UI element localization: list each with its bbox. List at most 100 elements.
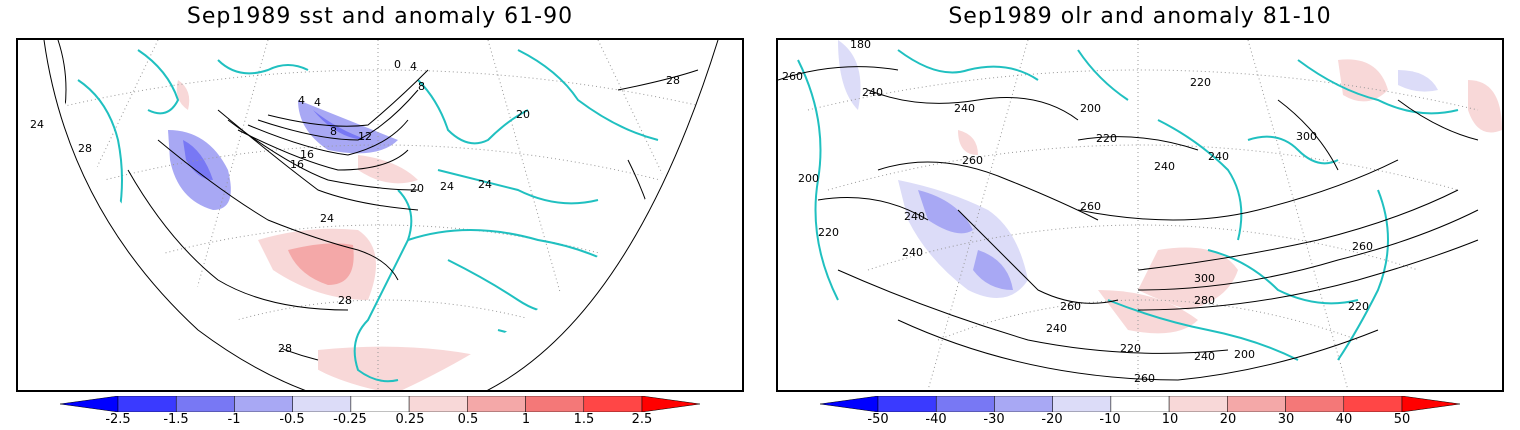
contour-label: 24 bbox=[30, 118, 44, 131]
negative-anomaly-core bbox=[973, 250, 1013, 290]
contour-label: 200 bbox=[798, 172, 819, 185]
contour-label: 220 bbox=[818, 226, 839, 239]
colorbar-extend-high bbox=[641, 396, 700, 412]
contour-label: 12 bbox=[358, 130, 372, 143]
colorbar-sst: -2.5 -1.5 -1 -0.5 -0.25 0.25 0.5 1 1.5 2… bbox=[60, 396, 700, 430]
contour-label: 28 bbox=[338, 294, 352, 307]
contour-label: 240 bbox=[1208, 150, 1229, 163]
positive-anomaly-core bbox=[288, 243, 354, 285]
map-sst: 24 28 0 4 8 12 16 20 24 24 24 4 20 16 28… bbox=[16, 38, 744, 392]
contour-label: 4 bbox=[314, 96, 321, 109]
contour-label: 240 bbox=[1194, 350, 1215, 363]
colorbar-tick: 0.25 bbox=[395, 412, 425, 427]
colorbar-tick: 40 bbox=[1335, 412, 1353, 427]
contour-label: 260 bbox=[962, 154, 983, 167]
colorbar-tick: 50 bbox=[1393, 412, 1411, 427]
contour-label: 28 bbox=[278, 342, 292, 355]
contour-label: 240 bbox=[1154, 160, 1175, 173]
colorbar-swatch bbox=[1343, 396, 1403, 412]
colorbar-swatch bbox=[408, 396, 468, 412]
contour-label: 220 bbox=[1348, 300, 1369, 313]
map-olr: 180 260 240 240 200 220 220 260 240 240 … bbox=[776, 38, 1504, 392]
olr-contour-labels: 180 260 240 240 200 220 220 260 240 240 … bbox=[782, 40, 1373, 385]
colorbar-tick: 10 bbox=[1161, 412, 1179, 427]
colorbar-swatch bbox=[175, 396, 235, 412]
map-sst-drawing: 24 28 0 4 8 12 16 20 24 24 24 4 20 16 28… bbox=[30, 40, 719, 390]
colorbar-tick: -0.25 bbox=[333, 412, 367, 427]
contour-label: 300 bbox=[1296, 130, 1317, 143]
colorbar-swatch bbox=[292, 396, 352, 412]
colorbar-tick: -10 bbox=[1099, 412, 1121, 427]
contour-label: 300 bbox=[1194, 272, 1215, 285]
negative-anomaly-core bbox=[918, 190, 973, 234]
contour-label: 240 bbox=[1046, 322, 1067, 335]
contour-label: 280 bbox=[1194, 294, 1215, 307]
contour-label: 28 bbox=[666, 74, 680, 87]
colorbar-tick: 20 bbox=[1219, 412, 1237, 427]
colorbar-swatch bbox=[994, 396, 1053, 412]
contour-label: 200 bbox=[1234, 348, 1255, 361]
colorbar-tick: -1 bbox=[227, 412, 241, 427]
colorbar-olr: -50 -40 -30 -20 -10 10 20 30 40 50 bbox=[820, 396, 1460, 430]
colorbar-tick: -0.5 bbox=[279, 412, 305, 427]
colorbar-swatch bbox=[877, 396, 937, 412]
coastlines bbox=[77, 49, 659, 383]
colorbar-tick: 1.5 bbox=[573, 412, 595, 427]
colorbar-olr-swatches bbox=[820, 396, 1460, 412]
colorbar-sst-swatches bbox=[60, 396, 700, 412]
colorbar-tick: -1.5 bbox=[163, 412, 189, 427]
contour-label: 240 bbox=[902, 246, 923, 259]
negative-anomaly bbox=[1398, 70, 1438, 92]
colorbar-tick: 2.5 bbox=[631, 412, 653, 427]
contour-label: 16 bbox=[300, 148, 314, 161]
contour-label: 8 bbox=[330, 125, 337, 138]
contour-label: 260 bbox=[782, 70, 803, 83]
contour-label: 28 bbox=[78, 142, 92, 155]
colorbar-swatch bbox=[234, 396, 293, 412]
colorbar-tick: 0.5 bbox=[457, 412, 479, 427]
map-olr-drawing: 180 260 240 240 200 220 220 260 240 240 … bbox=[778, 40, 1502, 390]
colorbar-swatch bbox=[1110, 396, 1170, 412]
colorbar-extend-low bbox=[820, 396, 879, 412]
colorbar-extend-low bbox=[60, 396, 119, 412]
colorbar-tick: 30 bbox=[1277, 412, 1295, 427]
negative-anomaly-core bbox=[183, 140, 213, 180]
panel-title-sst: Sep1989 sst and anomaly 61-90 bbox=[186, 4, 574, 29]
colorbar-swatch bbox=[1227, 396, 1286, 412]
contour-label: 240 bbox=[904, 210, 925, 223]
contour-label: 180 bbox=[850, 40, 871, 51]
colorbar-tick: -30 bbox=[983, 412, 1005, 427]
lat-lon-grid bbox=[44, 40, 718, 390]
colorbar-tick: -50 bbox=[867, 412, 889, 427]
contour-label: 260 bbox=[1134, 372, 1155, 385]
coastlines bbox=[797, 49, 1459, 361]
olr-contours bbox=[778, 66, 1479, 381]
positive-anomaly bbox=[1468, 80, 1502, 133]
contour-label: 24 bbox=[440, 180, 454, 193]
contour-label: 20 bbox=[410, 182, 424, 195]
colorbar-swatch bbox=[583, 396, 643, 412]
colorbar-tick: -2.5 bbox=[105, 412, 131, 427]
colorbar-tick: -20 bbox=[1041, 412, 1063, 427]
colorbar-swatch bbox=[525, 396, 585, 412]
sst-contour-labels: 24 28 0 4 8 12 16 20 24 24 24 4 20 16 28… bbox=[30, 58, 680, 355]
colorbar-swatch bbox=[1168, 396, 1228, 412]
contour-label: 200 bbox=[1080, 102, 1101, 115]
contour-label: 220 bbox=[1120, 342, 1141, 355]
contour-label: 4 bbox=[410, 60, 417, 73]
positive-anomaly bbox=[358, 155, 418, 184]
positive-anomaly bbox=[958, 130, 978, 155]
colorbar-extend-high bbox=[1401, 396, 1460, 412]
contour-label: 240 bbox=[862, 86, 883, 99]
contour-label: 0 bbox=[394, 58, 401, 71]
contour-label: 240 bbox=[954, 102, 975, 115]
contour-label: 16 bbox=[290, 158, 304, 171]
colorbar-swatch bbox=[117, 396, 177, 412]
colorbar-swatch bbox=[1285, 396, 1345, 412]
contour-label: 8 bbox=[418, 80, 425, 93]
colorbar-tick: 1 bbox=[521, 412, 531, 427]
panel-title-olr: Sep1989 olr and anomaly 81-10 bbox=[948, 4, 1332, 29]
contour-label: 220 bbox=[1190, 76, 1211, 89]
negative-anomaly bbox=[838, 40, 861, 110]
colorbar-swatch bbox=[1052, 396, 1112, 412]
